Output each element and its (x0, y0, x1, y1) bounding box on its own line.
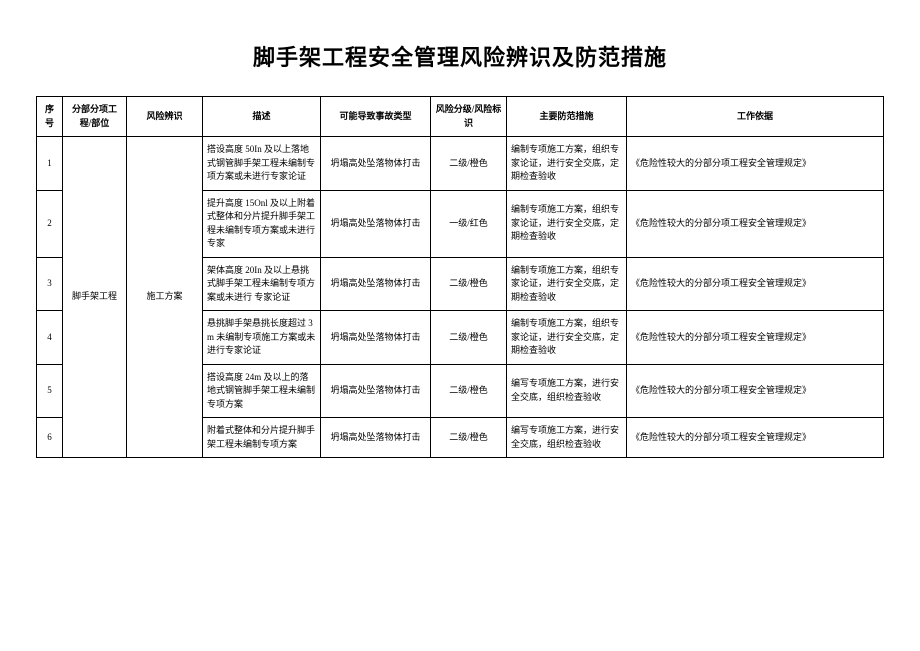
cell-basis: 《危险性较大的分部分项工程安全管理规定》 (627, 364, 884, 418)
cell-desc: 悬挑脚手架悬挑长度超过 3m 未编制专项施工方案或未进行专家论证 (203, 311, 321, 365)
cell-acc: 坍塌高处坠落物体打击 (321, 257, 431, 311)
cell-seq: 5 (37, 364, 63, 418)
col-seq: 序号 (37, 97, 63, 137)
cell-measure: 编制专项施工方案，组织专家论证，进行安全交底，定期检查验收 (507, 137, 627, 191)
col-desc: 描述 (203, 97, 321, 137)
cell-acc: 坍塌高处坠落物体打击 (321, 190, 431, 257)
cell-acc: 坍塌高处坠落物体打击 (321, 137, 431, 191)
col-risk: 风险辨识 (127, 97, 203, 137)
cell-basis: 《危险性较大的分部分项工程安全管理规定》 (627, 257, 884, 311)
cell-level: 二级/橙色 (431, 137, 507, 191)
cell-desc: 搭设高度 24m 及以上的落地式钢管脚手架工程未编制专项方案 (203, 364, 321, 418)
col-part: 分部分项工程/部位 (63, 97, 127, 137)
cell-level: 二级/橙色 (431, 364, 507, 418)
table-header-row: 序号 分部分项工程/部位 风险辨识 描述 可能导致事故类型 风险分级/风险标识 … (37, 97, 884, 137)
cell-basis: 《危险性较大的分部分项工程安全管理规定》 (627, 137, 884, 191)
cell-desc: 附着式整体和分片提升脚手架工程未编制专项方案 (203, 418, 321, 458)
cell-seq: 3 (37, 257, 63, 311)
cell-basis: 《危险性较大的分部分项工程安全管理规定》 (627, 311, 884, 365)
cell-basis: 《危险性较大的分部分项工程安全管理规定》 (627, 190, 884, 257)
cell-acc: 坍塌高处坠落物体打击 (321, 418, 431, 458)
page-title: 脚手架工程安全管理风险辨识及防范措施 (36, 40, 884, 72)
cell-level: 一级/红色 (431, 190, 507, 257)
cell-acc: 坍塌高处坠落物体打击 (321, 311, 431, 365)
risk-table: 序号 分部分项工程/部位 风险辨识 描述 可能导致事故类型 风险分级/风险标识 … (36, 96, 884, 458)
cell-desc: 搭设高度 50In 及以上落地式钢管脚手架工程未编制专项方案或未进行专家论证 (203, 137, 321, 191)
col-basis: 工作依据 (627, 97, 884, 137)
col-acc: 可能导致事故类型 (321, 97, 431, 137)
cell-measure: 编写专项施工方案，进行安全交底，组织检查验收 (507, 364, 627, 418)
col-level: 风险分级/风险标识 (431, 97, 507, 137)
cell-risk: 施工方案 (127, 137, 203, 458)
cell-seq: 2 (37, 190, 63, 257)
cell-seq: 1 (37, 137, 63, 191)
cell-desc: 架体高度 20In 及以上悬挑式脚手架工程未编制专项方案或未进行 专家论证 (203, 257, 321, 311)
cell-seq: 4 (37, 311, 63, 365)
cell-seq: 6 (37, 418, 63, 458)
cell-basis: 《危险性较大的分部分项工程安全管理规定》 (627, 418, 884, 458)
cell-measure: 编制专项施工方案，组织专家论证，进行安全交底，定期检查验收 (507, 257, 627, 311)
col-measure: 主要防范措施 (507, 97, 627, 137)
cell-measure: 编制专项施工方案，组织专家论证，进行安全交底，定期检查验收 (507, 190, 627, 257)
cell-level: 二级/橙色 (431, 418, 507, 458)
cell-measure: 编制专项施工方案，组织专家论证，进行安全交底，定期检查验收 (507, 311, 627, 365)
cell-measure: 编写专项施工方案，进行安全交底，组织检查验收 (507, 418, 627, 458)
cell-level: 二级/橙色 (431, 257, 507, 311)
cell-level: 二级/橙色 (431, 311, 507, 365)
cell-desc: 提升高度 15Onl 及以上附着式整体和分片提升脚手架工程未编制专项方案或未进行… (203, 190, 321, 257)
cell-part: 脚手架工程 (63, 137, 127, 458)
table-row: 1 脚手架工程 施工方案 搭设高度 50In 及以上落地式钢管脚手架工程未编制专… (37, 137, 884, 191)
cell-acc: 坍塌高处坠落物体打击 (321, 364, 431, 418)
